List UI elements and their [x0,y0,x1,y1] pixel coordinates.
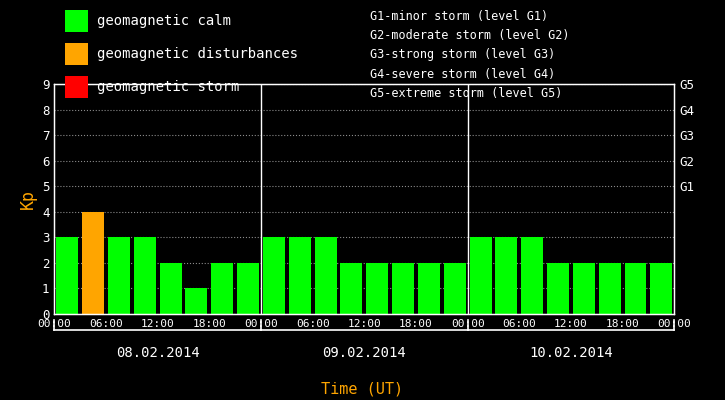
Bar [160,263,181,314]
Bar [599,263,621,314]
Text: Time (UT): Time (UT) [321,381,404,396]
Bar [341,263,362,314]
Text: geomagnetic storm: geomagnetic storm [97,80,239,94]
Bar [134,237,156,314]
Bar [108,237,130,314]
Text: geomagnetic calm: geomagnetic calm [97,14,231,28]
Bar [624,263,647,314]
Bar [186,288,207,314]
Bar [289,237,311,314]
Text: 10.02.2014: 10.02.2014 [529,346,613,360]
Bar [418,263,440,314]
Bar [547,263,569,314]
Bar [263,237,285,314]
Bar [315,237,336,314]
Bar [366,263,388,314]
Text: geomagnetic disturbances: geomagnetic disturbances [97,47,298,61]
Text: G5-extreme storm (level G5): G5-extreme storm (level G5) [370,87,562,100]
Y-axis label: Kp: Kp [18,189,36,209]
Bar [470,237,492,314]
Text: G3-strong storm (level G3): G3-strong storm (level G3) [370,48,555,61]
Bar [57,237,78,314]
Text: G2-moderate storm (level G2): G2-moderate storm (level G2) [370,29,569,42]
Text: G4-severe storm (level G4): G4-severe storm (level G4) [370,68,555,81]
Bar [444,263,465,314]
Bar [495,237,518,314]
Bar [392,263,414,314]
Bar [521,237,543,314]
Bar [573,263,594,314]
Text: 08.02.2014: 08.02.2014 [116,346,199,360]
Bar [650,263,672,314]
Bar [237,263,259,314]
Text: 09.02.2014: 09.02.2014 [323,346,406,360]
Bar [82,212,104,314]
Text: G1-minor storm (level G1): G1-minor storm (level G1) [370,10,548,23]
Bar [211,263,233,314]
